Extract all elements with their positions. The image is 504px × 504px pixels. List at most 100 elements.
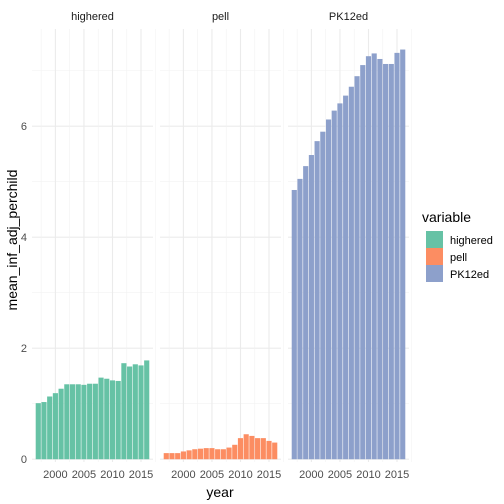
bar <box>69 384 76 460</box>
legend-label: highered <box>450 235 493 247</box>
bar <box>348 86 354 460</box>
gridlines <box>32 29 156 462</box>
facet-panel-PK12ed: PK12ed <box>288 11 412 462</box>
facet-strip-label: pell <box>212 11 229 23</box>
bar <box>197 448 204 460</box>
bar <box>388 63 394 460</box>
bar <box>314 141 320 460</box>
x-tick-label: 2010 <box>100 469 124 481</box>
bar <box>303 166 309 460</box>
bar <box>138 365 144 460</box>
legend-label: PK12ed <box>450 269 489 281</box>
y-tick-label: 4 <box>21 232 27 244</box>
y-tick-label: 2 <box>21 343 27 355</box>
bar <box>127 366 133 460</box>
bar <box>47 396 53 460</box>
x-tick-label: 2015 <box>385 469 409 481</box>
bar <box>58 388 64 460</box>
bar <box>249 435 255 460</box>
legend-title: variable <box>422 209 471 225</box>
bar <box>109 380 116 460</box>
bar <box>337 103 343 460</box>
x-tick-label: 2000 <box>299 469 323 481</box>
bar <box>371 53 377 460</box>
y-axis-ticks: 0 2 4 6 <box>21 121 27 466</box>
bar <box>377 58 383 460</box>
bar <box>320 131 326 460</box>
legend-swatch <box>426 248 443 265</box>
bar <box>394 52 400 460</box>
bar <box>132 364 138 460</box>
bar <box>354 76 360 460</box>
bar <box>237 438 244 460</box>
bar <box>400 49 406 460</box>
legend: variable highered pell PK12ed <box>422 209 493 282</box>
x-tick-label: 2005 <box>328 469 352 481</box>
x-tick-label: 2000 <box>171 469 195 481</box>
chart-panels: highered pell PK12ed <box>32 11 412 462</box>
gridlines <box>160 29 284 462</box>
x-tick-label: 2015 <box>257 469 281 481</box>
bar <box>365 56 372 460</box>
bar <box>75 384 81 460</box>
bar <box>203 448 209 460</box>
bar <box>163 453 169 460</box>
bar <box>175 453 181 460</box>
bar <box>272 442 278 460</box>
x-tick-label: 2015 <box>129 469 153 481</box>
facet-panel-highered: highered <box>32 11 156 462</box>
bar <box>232 444 238 460</box>
bar <box>169 453 175 460</box>
bar <box>98 377 104 460</box>
bar <box>331 110 337 460</box>
bar <box>81 384 87 460</box>
x-tick-label: 2005 <box>72 469 96 481</box>
bar <box>266 440 272 460</box>
bar <box>186 450 192 460</box>
bar <box>35 403 41 460</box>
y-axis-title: mean_inf_adj_perchild <box>4 170 20 311</box>
bars-pell <box>163 434 278 460</box>
bar <box>87 383 93 460</box>
facet-strip-label: PK12ed <box>329 11 368 23</box>
bar <box>144 360 150 460</box>
bar <box>243 434 249 460</box>
legend-swatch <box>426 265 443 282</box>
y-tick-label: 0 <box>21 454 27 466</box>
bar <box>260 438 266 460</box>
bar <box>64 384 70 460</box>
x-tick-label: 2010 <box>356 469 380 481</box>
bar <box>343 95 349 460</box>
legend-label: pell <box>450 252 467 264</box>
bar <box>115 380 121 460</box>
bar <box>226 447 232 460</box>
bars-PK12ed <box>291 49 406 460</box>
bar <box>121 363 127 460</box>
bar <box>209 448 215 460</box>
bar <box>291 189 297 460</box>
bar <box>255 438 261 460</box>
y-tick-label: 6 <box>21 121 27 133</box>
x-axis-ticks: 2000 2005 2010 2015 2000 2005 2010 2015 2000 2005… <box>43 469 409 481</box>
bar <box>41 402 47 460</box>
legend-swatch <box>426 231 443 248</box>
bar <box>92 383 98 460</box>
bar <box>360 65 366 460</box>
facet-strip-label: highered <box>71 11 114 23</box>
bar <box>220 449 226 460</box>
x-tick-label: 2000 <box>43 469 67 481</box>
x-tick-label: 2010 <box>228 469 252 481</box>
bars-highered <box>35 360 150 460</box>
bar <box>215 449 221 460</box>
bar <box>192 449 198 460</box>
x-axis-title: year <box>206 484 234 500</box>
facet-panel-pell: pell <box>160 11 284 462</box>
x-tick-label: 2005 <box>200 469 224 481</box>
bar <box>180 451 186 460</box>
bar <box>297 178 303 460</box>
bar <box>308 155 314 460</box>
bar <box>52 393 58 460</box>
bar <box>383 63 389 460</box>
bar <box>325 119 332 460</box>
